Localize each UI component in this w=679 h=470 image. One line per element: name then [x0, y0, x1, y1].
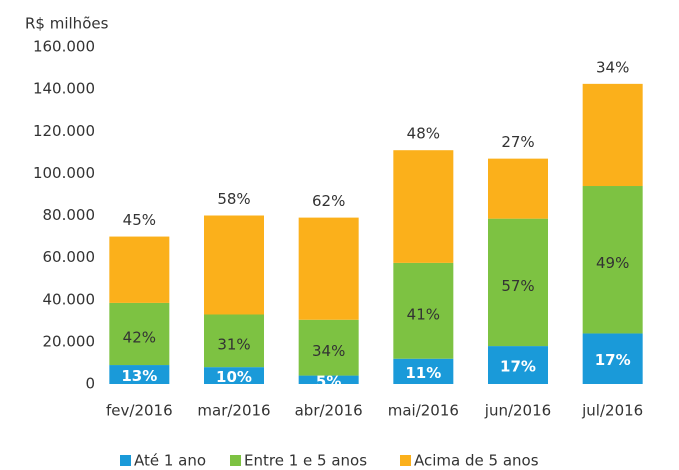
- data-label: 45%: [123, 211, 156, 229]
- x-tick-label: jul/2016: [581, 402, 643, 420]
- data-label: 42%: [123, 328, 156, 346]
- bar-segment: [109, 236, 170, 303]
- data-label: 31%: [217, 335, 250, 353]
- y-tick-label: 0: [85, 375, 95, 393]
- data-label: 49%: [596, 254, 629, 272]
- legend-swatch: [120, 455, 131, 466]
- bar-segment: [204, 367, 264, 384]
- x-tick-label: mar/2016: [197, 402, 270, 420]
- bar-segment: [204, 215, 264, 315]
- x-tick-label: abr/2016: [295, 402, 363, 420]
- bar-segment: [109, 302, 170, 366]
- bar-segment: [393, 150, 454, 263]
- legend-swatch: [230, 455, 241, 466]
- data-label: 13%: [121, 367, 157, 385]
- bar-segment: [488, 218, 548, 347]
- y-axis-label: R$ milhões: [25, 15, 109, 33]
- data-label: 57%: [501, 277, 534, 295]
- bar-segment: [582, 83, 643, 187]
- data-label: 48%: [407, 125, 440, 143]
- bar-segment: [393, 358, 454, 384]
- data-label: 34%: [312, 342, 345, 360]
- data-label: 27%: [501, 133, 534, 151]
- y-tick-label: 80.000: [43, 206, 96, 224]
- bar-segment: [582, 333, 643, 384]
- data-label: 34%: [596, 58, 629, 76]
- bar-segment: [488, 158, 548, 219]
- y-tick-label: 40.000: [43, 290, 96, 308]
- y-tick-label: 160.000: [33, 38, 95, 56]
- bar-segment: [298, 375, 359, 384]
- y-tick-label: 140.000: [33, 80, 95, 98]
- x-tick-label: jun/2016: [484, 402, 551, 420]
- legend-swatch: [400, 455, 411, 466]
- y-tick-label: 60.000: [43, 248, 96, 266]
- x-tick-label: fev/2016: [106, 402, 173, 420]
- bar-segment: [582, 186, 643, 334]
- x-tick-label: mai/2016: [388, 402, 459, 420]
- data-label: 62%: [312, 192, 345, 210]
- data-label: 41%: [407, 305, 440, 323]
- bar-segment: [204, 314, 264, 368]
- data-label: 17%: [500, 358, 536, 376]
- legend-label: Entre 1 e 5 anos: [244, 452, 367, 470]
- bar-segment: [109, 365, 170, 384]
- data-label: 5%: [316, 372, 341, 390]
- y-tick-label: 20.000: [43, 332, 96, 350]
- data-label: 11%: [405, 364, 441, 382]
- bar-segment: [488, 346, 548, 384]
- y-tick-label: 100.000: [33, 164, 95, 182]
- legend-label: Acima de 5 anos: [414, 452, 539, 470]
- data-label: 10%: [216, 368, 252, 386]
- data-label: 58%: [217, 190, 250, 208]
- bar-segment: [393, 262, 454, 359]
- bar-segment: [298, 319, 359, 376]
- y-tick-label: 120.000: [33, 122, 95, 140]
- legend-label: Até 1 ano: [134, 452, 206, 470]
- bar-segment: [298, 217, 359, 320]
- data-label: 17%: [595, 351, 631, 369]
